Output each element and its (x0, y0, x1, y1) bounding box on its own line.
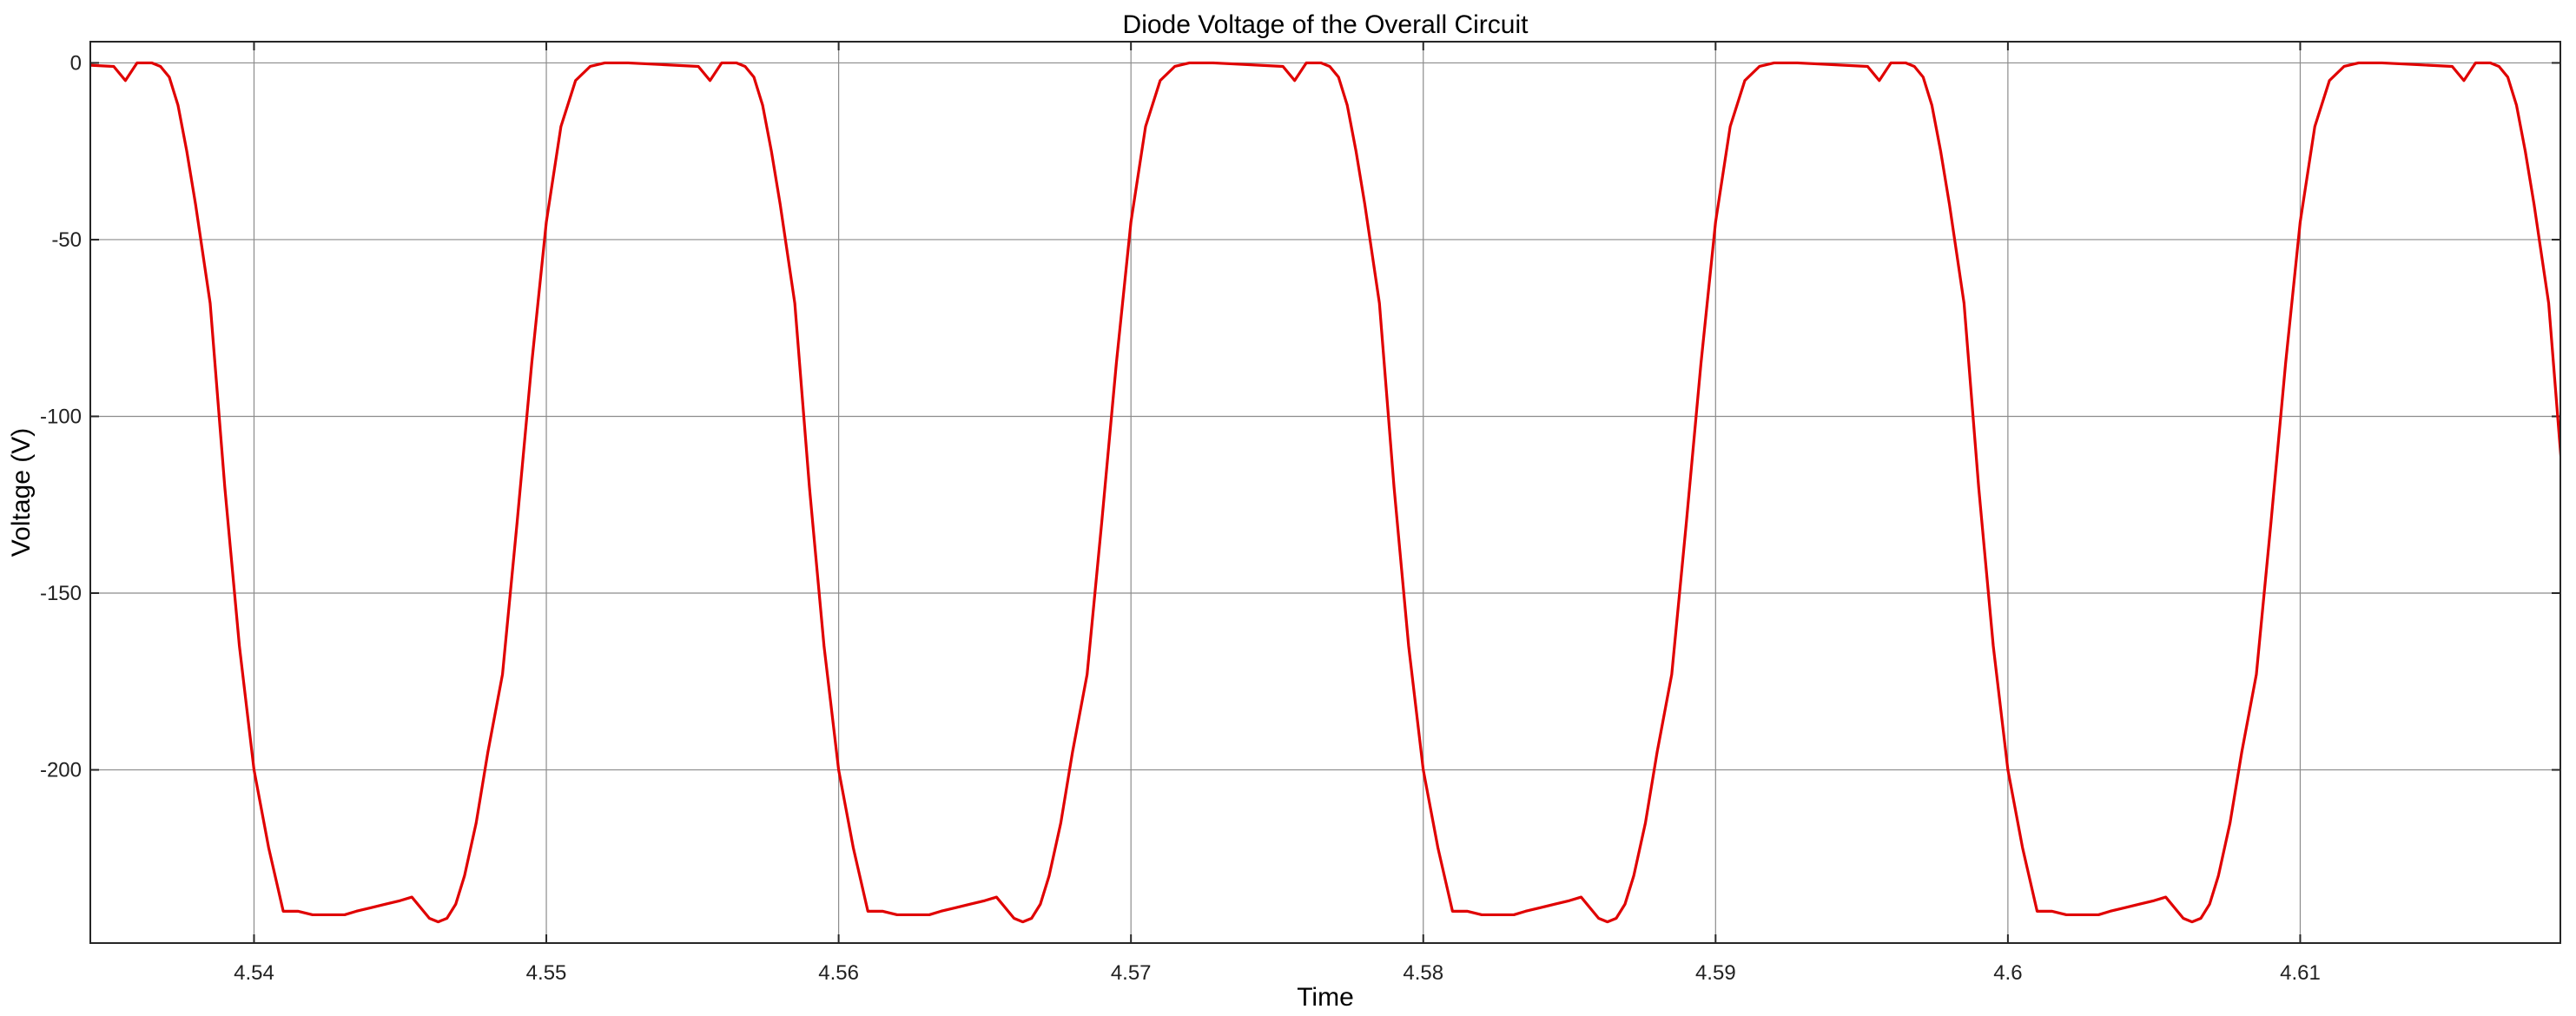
series-layer (90, 61, 2560, 924)
series-line-0 (90, 61, 2560, 924)
y-tick-label: -150 (40, 582, 82, 605)
x-tick-label: 4.61 (2280, 961, 2321, 985)
x-tick-label: 4.56 (818, 961, 859, 985)
x-tick-label: 4.58 (1403, 961, 1443, 985)
y-tick-label: -100 (40, 405, 82, 428)
tick-layer: 4.54 4.55 4.56 4.57 4.58 4.59 4.6 4.61 0 -50 -100 -… (40, 42, 2560, 985)
grid-layer (90, 42, 2560, 943)
x-tick-label: 4.59 (1695, 961, 1736, 985)
x-tick-label: 4.54 (234, 961, 274, 985)
x-tick-label: 4.57 (1111, 961, 1152, 985)
y-tick-label: -50 (51, 228, 82, 252)
y-axis-label: Voltage (V) (7, 428, 36, 557)
y-tick-label: 0 (70, 51, 82, 75)
chart-title: Diode Voltage of the Overall Circuit (1123, 10, 1529, 39)
plot-area-background (90, 42, 2560, 943)
plot-area-frame (89, 41, 2561, 944)
x-tick-label: 4.55 (526, 961, 567, 985)
y-tick-label: -200 (40, 759, 82, 782)
x-axis-label: Time (1297, 983, 1354, 1012)
x-tick-label: 4.6 (1993, 961, 2022, 985)
